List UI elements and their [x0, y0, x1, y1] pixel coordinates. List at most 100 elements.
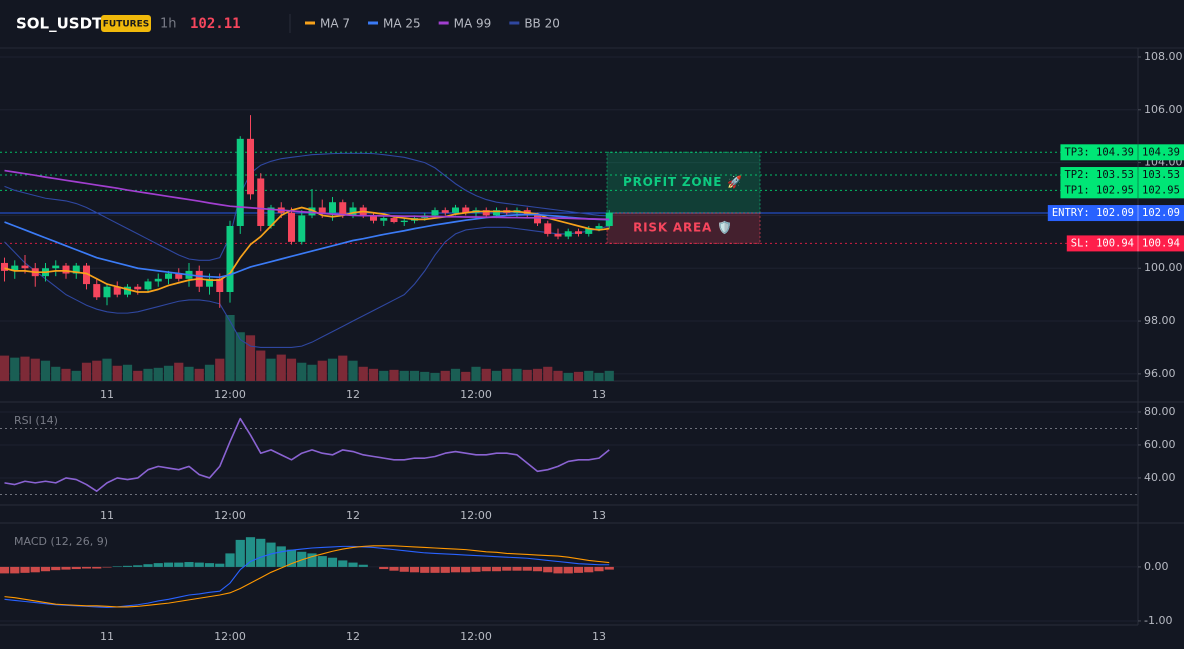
- volume-bar: [194, 368, 204, 381]
- volume-bar: [40, 360, 51, 381]
- volume-bar: [143, 368, 153, 381]
- x-tick-label: 13: [592, 509, 606, 522]
- macd-line: [4, 545, 610, 608]
- candle-body: [134, 286, 142, 290]
- macd-histogram-bar: [194, 562, 204, 567]
- y-tick-label: 100.00: [1144, 261, 1183, 274]
- macd-histogram-bar: [153, 563, 163, 567]
- volume-bar: [584, 370, 594, 381]
- candle-body: [390, 218, 398, 223]
- candle-body: [257, 178, 265, 226]
- macd-histogram-bar: [543, 566, 553, 573]
- band-line: [4, 152, 610, 261]
- volume-bar: [163, 365, 174, 381]
- candle-body: [21, 265, 29, 269]
- volume-bar: [553, 370, 563, 381]
- candle-body: [175, 273, 183, 279]
- candle-body: [575, 231, 582, 234]
- macd-histogram-bar: [389, 566, 399, 571]
- legend-label: MA 25: [383, 17, 421, 31]
- volume-bar: [204, 364, 215, 381]
- level-tag: [1060, 144, 1184, 161]
- level-tag: [1060, 182, 1184, 199]
- macd-histogram-bar: [430, 566, 440, 573]
- level-axis-label: 102.09: [1142, 207, 1180, 219]
- panel-title: RSI (14): [14, 414, 58, 427]
- volume-bar: [348, 360, 358, 381]
- candle-body: [318, 207, 326, 213]
- zone-label: PROFIT ZONE 🚀: [623, 175, 743, 189]
- candle-body: [226, 225, 234, 293]
- macd-histogram-bar: [307, 553, 317, 567]
- volume-bar: [51, 366, 61, 381]
- volume-bar: [102, 358, 112, 381]
- x-tick-label: 11: [100, 388, 114, 401]
- macd-histogram-bar: [594, 566, 604, 572]
- macd-histogram-bar: [450, 566, 461, 573]
- volume-bar: [153, 367, 163, 381]
- candle-body: [452, 207, 459, 213]
- macd-histogram-bar: [553, 566, 563, 574]
- macd-histogram-bar: [0, 566, 10, 574]
- macd-histogram-bar: [584, 566, 594, 573]
- macd-histogram-bar: [174, 562, 184, 567]
- volume-bar: [174, 362, 184, 381]
- macd-histogram-bar: [338, 560, 348, 567]
- volume-bar: [573, 371, 584, 381]
- legend-label: BB 20: [524, 17, 560, 31]
- candle-body: [144, 281, 152, 290]
- volume-bar: [358, 366, 368, 381]
- volume-bar: [543, 366, 553, 381]
- level-label: TP1: 102.95: [1064, 184, 1134, 196]
- y-tick-label: 96.00: [1144, 367, 1176, 380]
- macd-histogram-bar: [512, 566, 522, 571]
- panel-title: MACD (12, 26, 9): [14, 535, 108, 548]
- macd-histogram-bar: [256, 538, 266, 567]
- x-tick-label: 11: [100, 630, 114, 643]
- volume-bar: [92, 360, 102, 381]
- macd-histogram-bar: [30, 566, 40, 573]
- volume-bar: [450, 368, 461, 381]
- candle-body: [93, 284, 101, 298]
- x-tick-label: 12: [346, 509, 360, 522]
- macd-histogram-bar: [461, 566, 471, 573]
- macd-histogram-bar: [276, 546, 286, 567]
- y-tick-label: 60.00: [1144, 438, 1176, 451]
- candle-body: [370, 215, 377, 221]
- volume-bar: [10, 357, 20, 381]
- volume-bar: [266, 358, 276, 381]
- volume-bar: [471, 366, 481, 381]
- volume-bar: [297, 362, 307, 381]
- candle-body: [124, 286, 131, 295]
- candle-body: [267, 207, 275, 226]
- volume-bar: [0, 355, 10, 381]
- last-price: 102.11: [190, 16, 241, 32]
- macd-line: [4, 545, 610, 608]
- macd-histogram-bar: [102, 566, 112, 568]
- y-tick-label: 80.00: [1144, 405, 1176, 418]
- candle-body: [165, 273, 172, 279]
- interval[interactable]: 1h: [160, 17, 177, 32]
- candle-body: [288, 212, 295, 242]
- macd-histogram-bar: [10, 566, 20, 574]
- candle-body: [62, 265, 70, 274]
- volume-bar: [399, 370, 409, 381]
- volume-bar: [71, 370, 81, 381]
- level-label: TP3: 104.39: [1064, 146, 1134, 158]
- volume-bar: [133, 370, 143, 381]
- volume-bar: [61, 368, 71, 381]
- level-tag: [1066, 235, 1184, 252]
- macd-histogram-bar: [409, 566, 420, 573]
- volume-bar: [20, 356, 30, 381]
- macd-histogram-bar: [491, 566, 502, 572]
- rsi-line: [4, 417, 610, 492]
- candle-body: [534, 215, 541, 224]
- x-tick-label: 12:00: [214, 388, 246, 401]
- volume-bar: [502, 368, 512, 381]
- volume-bar: [122, 364, 133, 381]
- macd-histogram-bar: [51, 566, 61, 571]
- x-tick-label: 12: [346, 630, 360, 643]
- zone: [606, 212, 761, 244]
- volume-bar: [594, 372, 604, 381]
